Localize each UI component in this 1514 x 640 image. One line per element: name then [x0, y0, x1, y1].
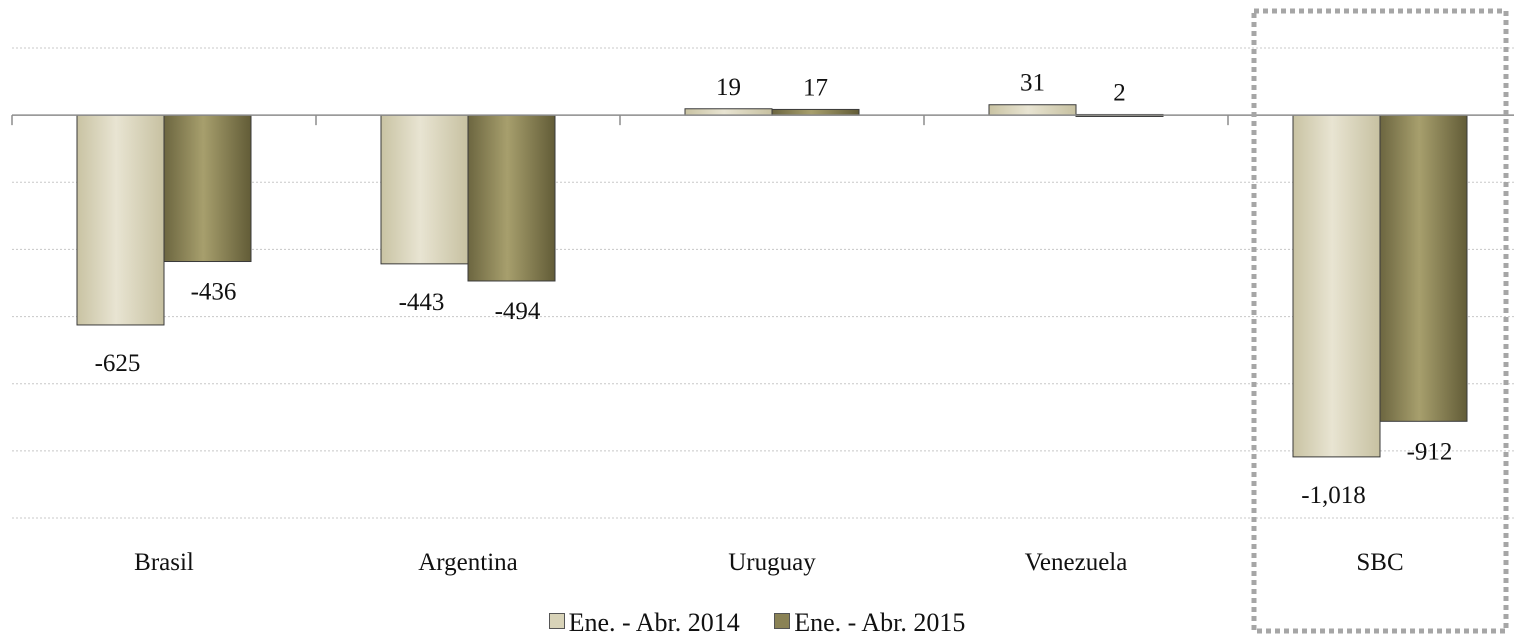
data-label: -443 — [399, 289, 445, 316]
category-label: Uruguay — [728, 549, 816, 576]
legend: Ene. - Abr. 2014 Ene. - Abr. 2015 — [0, 608, 1514, 638]
bar-2014-uruguay — [684, 108, 773, 116]
sbc-highlight-box — [1251, 8, 1509, 634]
legend-label-2015: Ene. - Abr. 2015 — [794, 608, 966, 637]
legend-item-2015: Ene. - Abr. 2015 — [774, 608, 965, 638]
data-label: -494 — [495, 298, 541, 325]
bars — [76, 104, 1468, 458]
bar-2015-uruguay — [771, 108, 860, 116]
data-label: -912 — [1407, 438, 1453, 465]
legend-item-2014: Ene. - Abr. 2014 — [548, 608, 740, 638]
bar-2015-sbc — [1379, 114, 1468, 422]
legend-label-2014: Ene. - Abr. 2014 — [568, 608, 740, 637]
legend-swatch-2015 — [774, 613, 791, 629]
category-label: Venezuela — [1025, 549, 1128, 576]
category-label: Brasil — [134, 549, 194, 576]
data-label: 2 — [1113, 79, 1126, 106]
bar-2014-brasil — [76, 114, 165, 326]
bar-2015-argentina — [467, 114, 556, 282]
category-labels: Brasil Argentina Uruguay Venezuela SBC — [134, 549, 1403, 576]
bar-2014-venezuela — [988, 104, 1077, 116]
category-label: Argentina — [418, 549, 518, 576]
legend-swatch-2014 — [548, 613, 565, 629]
data-label: 19 — [716, 74, 741, 101]
category-label: SBC — [1356, 549, 1403, 576]
bar-2015-brasil — [163, 114, 252, 263]
data-label: 31 — [1020, 70, 1045, 97]
data-labels: -625 -436 -443 -494 19 17 31 2 -1,018 -912 — [95, 70, 1453, 509]
x-axis — [11, 114, 1514, 126]
data-label: -625 — [95, 350, 141, 377]
bar-2014-argentina — [380, 114, 469, 265]
data-label: -1,018 — [1301, 482, 1366, 509]
data-label: -436 — [191, 279, 237, 306]
data-label: 17 — [803, 74, 828, 101]
bar-2014-sbc — [1292, 114, 1381, 458]
